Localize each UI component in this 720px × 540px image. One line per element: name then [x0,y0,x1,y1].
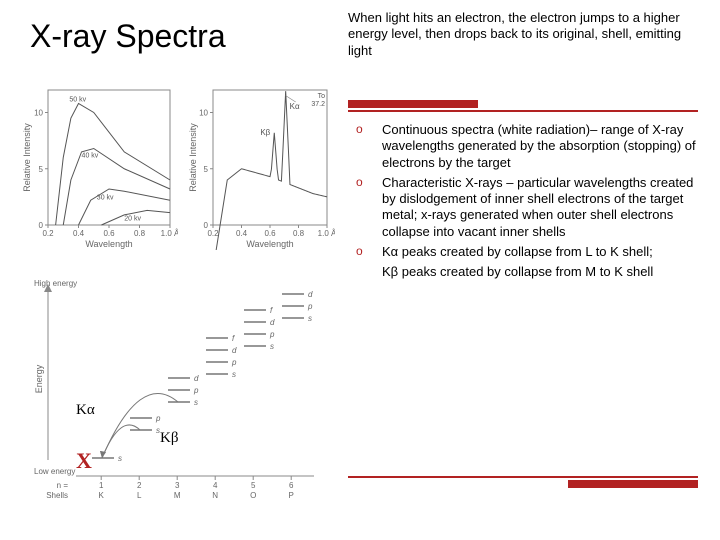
svg-text:6: 6 [289,481,294,490]
svg-text:2: 2 [137,481,142,490]
page-title: X-ray Spectra [30,18,226,55]
svg-text:P: P [289,491,294,500]
svg-text:1.0 Å: 1.0 Å [318,229,335,238]
list-item: o Kα peaks created by collapse from L to… [356,244,696,260]
svg-text:M: M [174,491,181,500]
bullet-marker: o [356,244,382,260]
x-mark-annotation: X [76,448,92,474]
bullet-marker: o [356,175,382,240]
svg-text:Shells: Shells [46,491,68,500]
svg-text:0: 0 [204,221,209,230]
bullet-text: Characteristic X-rays – particular wavel… [382,175,696,240]
svg-text:Kβ: Kβ [260,128,270,137]
bullet-marker: o [356,122,382,171]
svg-text:s: s [118,454,122,463]
k-alpha-annotation: Kα [76,402,95,419]
svg-text:High energy: High energy [34,279,77,288]
svg-text:5: 5 [204,165,209,174]
svg-text:Wavelength: Wavelength [246,239,293,249]
svg-text:Relative Intensity: Relative Intensity [188,123,198,192]
svg-text:0.4: 0.4 [236,229,248,238]
svg-text:p: p [155,414,161,423]
svg-text:0.6: 0.6 [103,229,115,238]
svg-text:1: 1 [99,481,104,490]
svg-text:O: O [250,491,256,500]
svg-text:d: d [194,374,199,383]
svg-text:1.0 Å: 1.0 Å [161,229,178,238]
k-beta-annotation: Kβ [160,430,178,447]
svg-text:N: N [212,491,218,500]
svg-text:s: s [308,314,312,323]
svg-text:s: s [270,342,274,351]
svg-text:p: p [231,358,237,367]
svg-text:10: 10 [34,109,43,118]
svg-text:To: To [318,93,326,100]
svg-text:5: 5 [39,165,44,174]
svg-text:0.2: 0.2 [42,229,54,238]
intro-text: When light hits an electron, the electro… [348,10,698,59]
accent-rule-bottom [348,476,698,492]
svg-text:50 kv: 50 kv [69,97,86,104]
svg-text:0.8: 0.8 [134,229,146,238]
svg-text:L: L [137,491,142,500]
bullet-text: Kα peaks created by collapse from L to K… [382,244,696,260]
svg-text:d: d [270,318,275,327]
accent-rule-top [348,100,698,114]
svg-text:p: p [269,330,275,339]
svg-text:0.2: 0.2 [207,229,219,238]
svg-text:p: p [307,302,313,311]
svg-text:d: d [308,290,313,299]
svg-text:20 kv: 20 kv [124,216,141,223]
svg-text:f: f [270,306,273,315]
figure-characteristic-peaks: 0.2 0.4 0.6 0.8 1.0 Å 0 5 10 Wavelength Relative … [185,80,335,250]
svg-text:Wavelength: Wavelength [85,239,132,249]
list-item: o Characteristic X-rays – particular wav… [356,175,696,240]
svg-text:s: s [194,398,198,407]
svg-text:s: s [232,370,236,379]
svg-text:n =: n = [57,481,69,490]
svg-text:37.2: 37.2 [311,101,325,108]
figure-energy-levels: Energy High energy Low energy K1 L2 M3 N4 O5 P6 n… [28,270,328,505]
svg-text:f: f [232,334,235,343]
svg-text:p: p [193,386,199,395]
svg-text:Relative Intensity: Relative Intensity [22,123,32,192]
figure-continuous-spectra: 0.2 0.4 0.6 0.8 1.0 Å 0 5 10 Wavelength Relative … [18,80,178,250]
svg-text:0.6: 0.6 [264,229,276,238]
svg-text:40 kv: 40 kv [82,153,99,160]
svg-text:d: d [232,346,237,355]
svg-text:30 kv: 30 kv [97,194,114,201]
svg-text:Energy: Energy [34,364,44,393]
bullet-tail: Kβ peaks created by collapse from M to K… [382,264,696,280]
svg-text:10: 10 [199,109,208,118]
svg-text:0: 0 [39,221,44,230]
svg-text:Kα: Kα [290,102,300,111]
bullet-list: o Continuous spectra (white radiation)– … [356,122,696,280]
svg-text:3: 3 [175,481,180,490]
list-item: o Continuous spectra (white radiation)– … [356,122,696,171]
svg-text:5: 5 [251,481,256,490]
svg-text:4: 4 [213,481,218,490]
svg-text:K: K [99,491,105,500]
svg-text:0.4: 0.4 [73,229,85,238]
svg-text:Low energy: Low energy [34,467,75,476]
bullet-text: Continuous spectra (white radiation)– ra… [382,122,696,171]
svg-text:0.8: 0.8 [293,229,305,238]
